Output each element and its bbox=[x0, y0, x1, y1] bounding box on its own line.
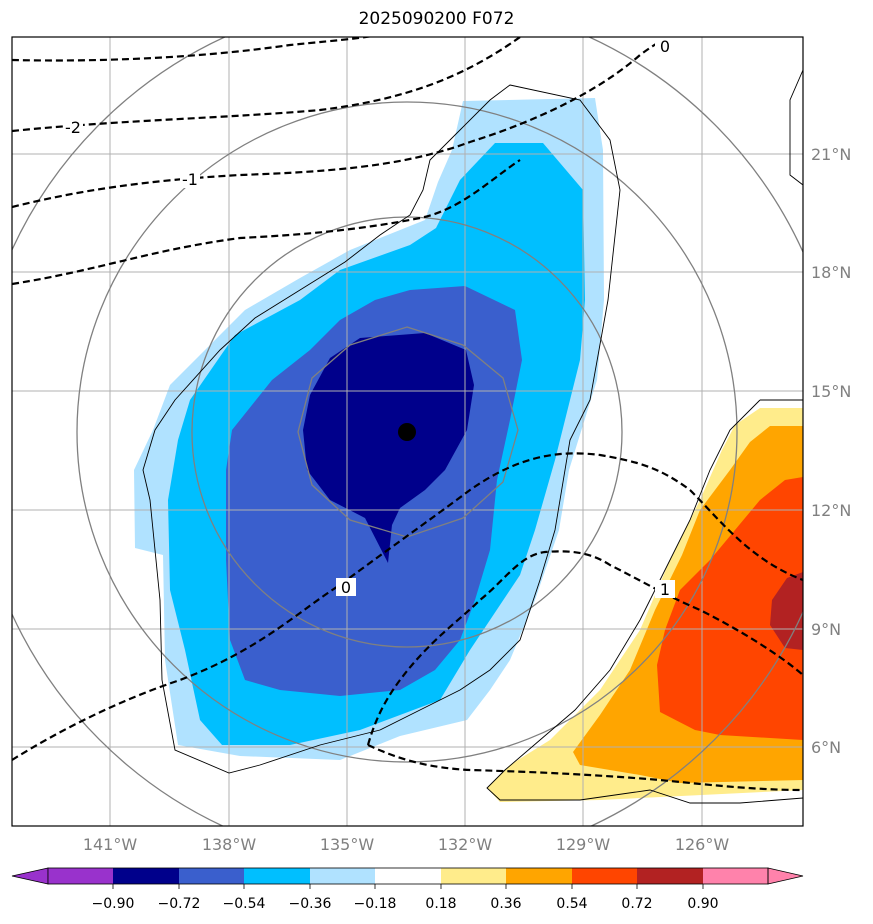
lon-label: 138°W bbox=[202, 835, 257, 854]
colorbar-segment bbox=[506, 868, 572, 884]
graticule bbox=[12, 37, 803, 826]
colorbar-segment bbox=[310, 868, 375, 884]
contour-label: -1 bbox=[182, 170, 198, 189]
lat-label: 18°N bbox=[811, 263, 851, 282]
lat-label: 12°N bbox=[811, 501, 851, 520]
colorbar-tick-label: 0.90 bbox=[687, 896, 718, 912]
colorbar-tick-label: −0.54 bbox=[223, 896, 266, 912]
contour-label: 0 bbox=[660, 37, 670, 56]
plot-area bbox=[12, 37, 803, 826]
lat-label: 15°N bbox=[811, 382, 851, 401]
lat-label: 6°N bbox=[811, 738, 841, 757]
latitude-labels: 21°N 18°N 15°N 12°N 9°N 6°N bbox=[811, 145, 851, 757]
contour-label-group: -2 -1 0 0 1 bbox=[63, 37, 675, 599]
lon-label: 126°W bbox=[675, 835, 730, 854]
colorbar-segment bbox=[244, 868, 310, 884]
colorbar-segment bbox=[48, 868, 113, 884]
contour-label: 1 bbox=[660, 580, 670, 599]
colorbar-tick-label: −0.18 bbox=[354, 896, 397, 912]
colorbar-under-arrow bbox=[11, 867, 49, 885]
colorbar-segment bbox=[113, 868, 179, 884]
colorbar-segment bbox=[441, 868, 506, 884]
colorbar-segment bbox=[637, 868, 703, 884]
dashed-contours bbox=[12, 37, 803, 792]
colorbar-tick-label: −0.90 bbox=[92, 896, 135, 912]
lon-label: 135°W bbox=[320, 835, 375, 854]
storm-center-marker bbox=[398, 423, 416, 441]
colorbar-tick-label: −0.36 bbox=[289, 896, 332, 912]
outline-contours bbox=[142, 69, 803, 804]
colorbar-tick-label: 0.72 bbox=[621, 896, 652, 912]
colorbar: −0.90 −0.72 −0.54 −0.36 −0.18 0.18 0.36 … bbox=[11, 867, 804, 912]
colorbar-over-arrow bbox=[767, 867, 804, 885]
contour-label: -2 bbox=[65, 118, 81, 137]
lon-label: 132°W bbox=[438, 835, 493, 854]
lon-label: 129°W bbox=[556, 835, 611, 854]
map-title: 2025090200 F072 bbox=[358, 9, 515, 29]
lat-label: 9°N bbox=[811, 620, 841, 639]
colorbar-segment bbox=[572, 868, 637, 884]
lat-label: 21°N bbox=[811, 145, 851, 164]
longitude-labels: 141°W 138°W 135°W 132°W 129°W 126°W bbox=[83, 835, 730, 854]
colorbar-segment bbox=[703, 868, 768, 884]
colorbar-frame bbox=[47, 867, 769, 885]
colorbar-tick-label: 0.54 bbox=[556, 896, 587, 912]
colorbar-tick-label: 0.18 bbox=[425, 896, 456, 912]
colorbar-tick-label: 0.36 bbox=[490, 896, 521, 912]
contour-label: 0 bbox=[341, 578, 351, 597]
map-frame bbox=[11, 36, 804, 827]
colorbar-segment bbox=[179, 868, 244, 884]
lon-label: 141°W bbox=[83, 835, 138, 854]
shade-pos-mid bbox=[657, 477, 803, 740]
colorbar-tick-label: −0.72 bbox=[158, 896, 201, 912]
colorbar-segment bbox=[375, 868, 441, 884]
